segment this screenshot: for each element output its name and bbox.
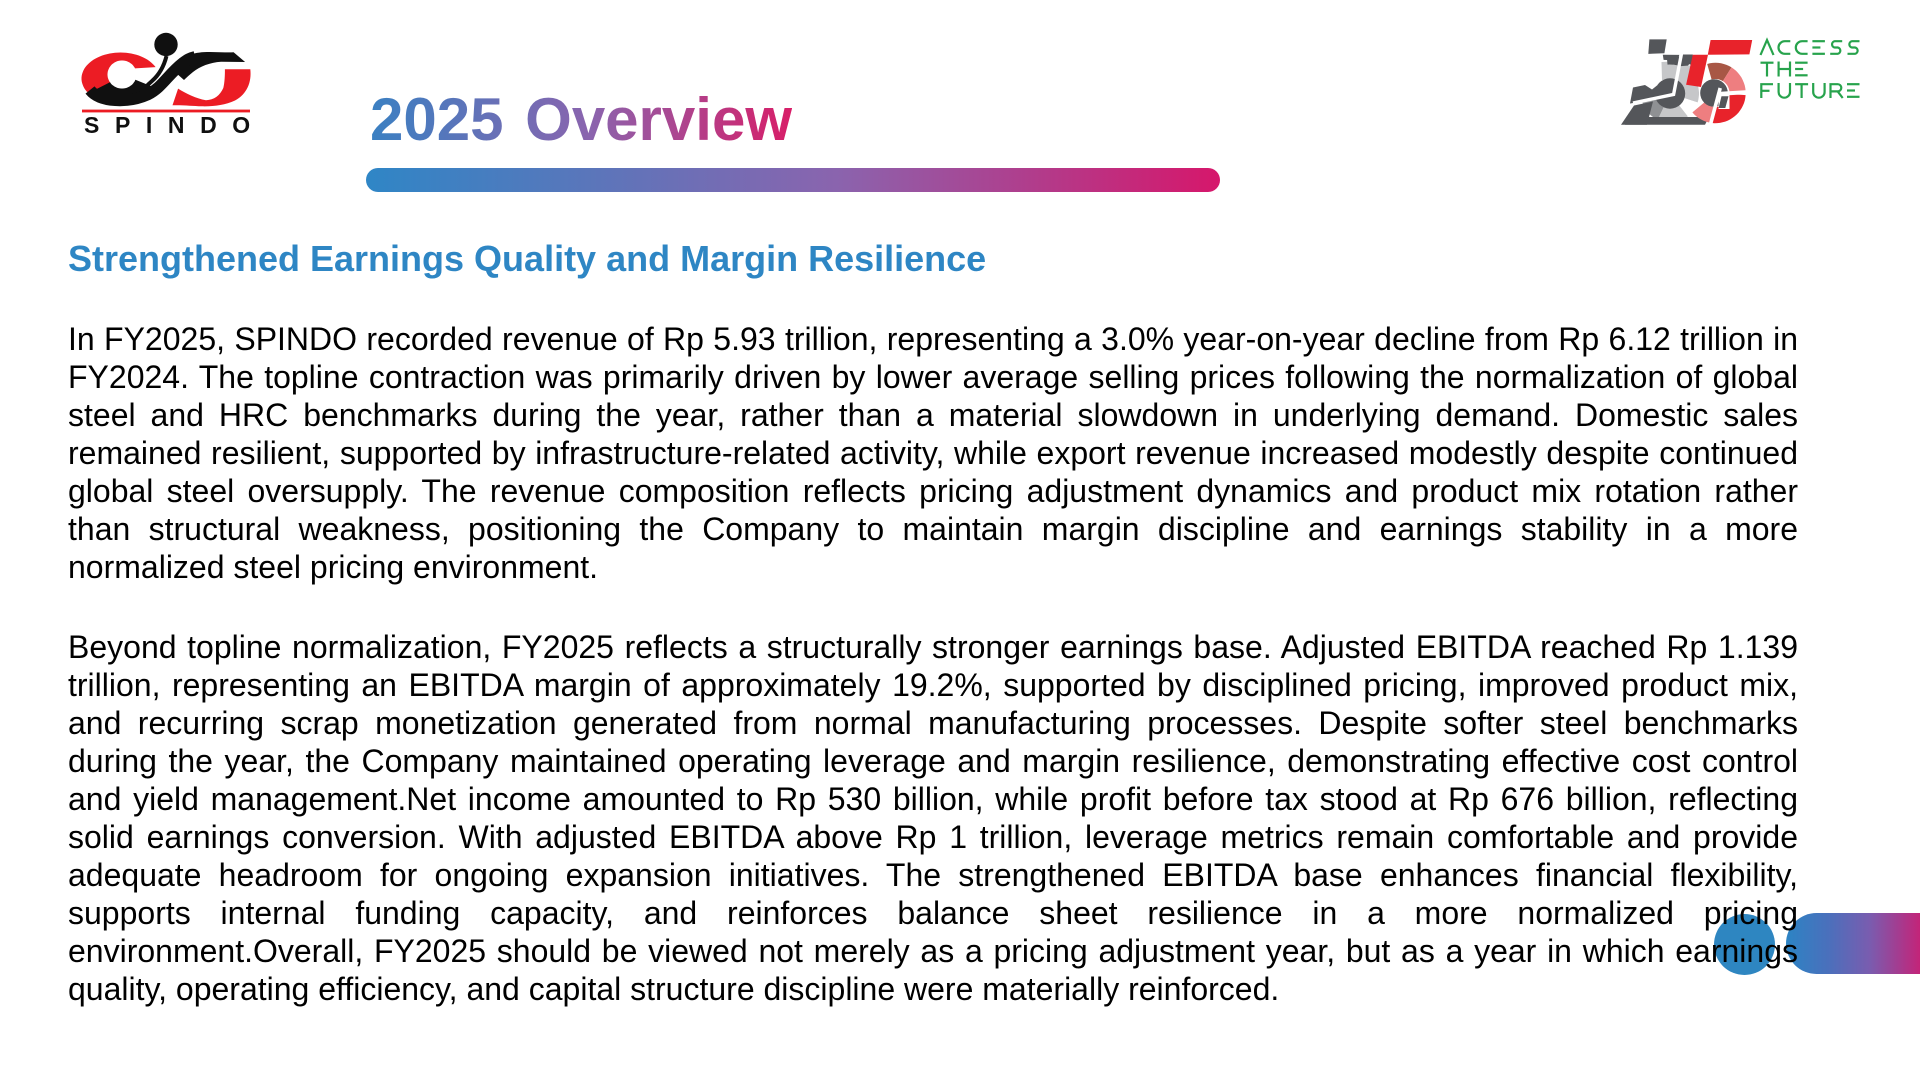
svg-text:SPINDO: SPINDO <box>84 112 260 138</box>
